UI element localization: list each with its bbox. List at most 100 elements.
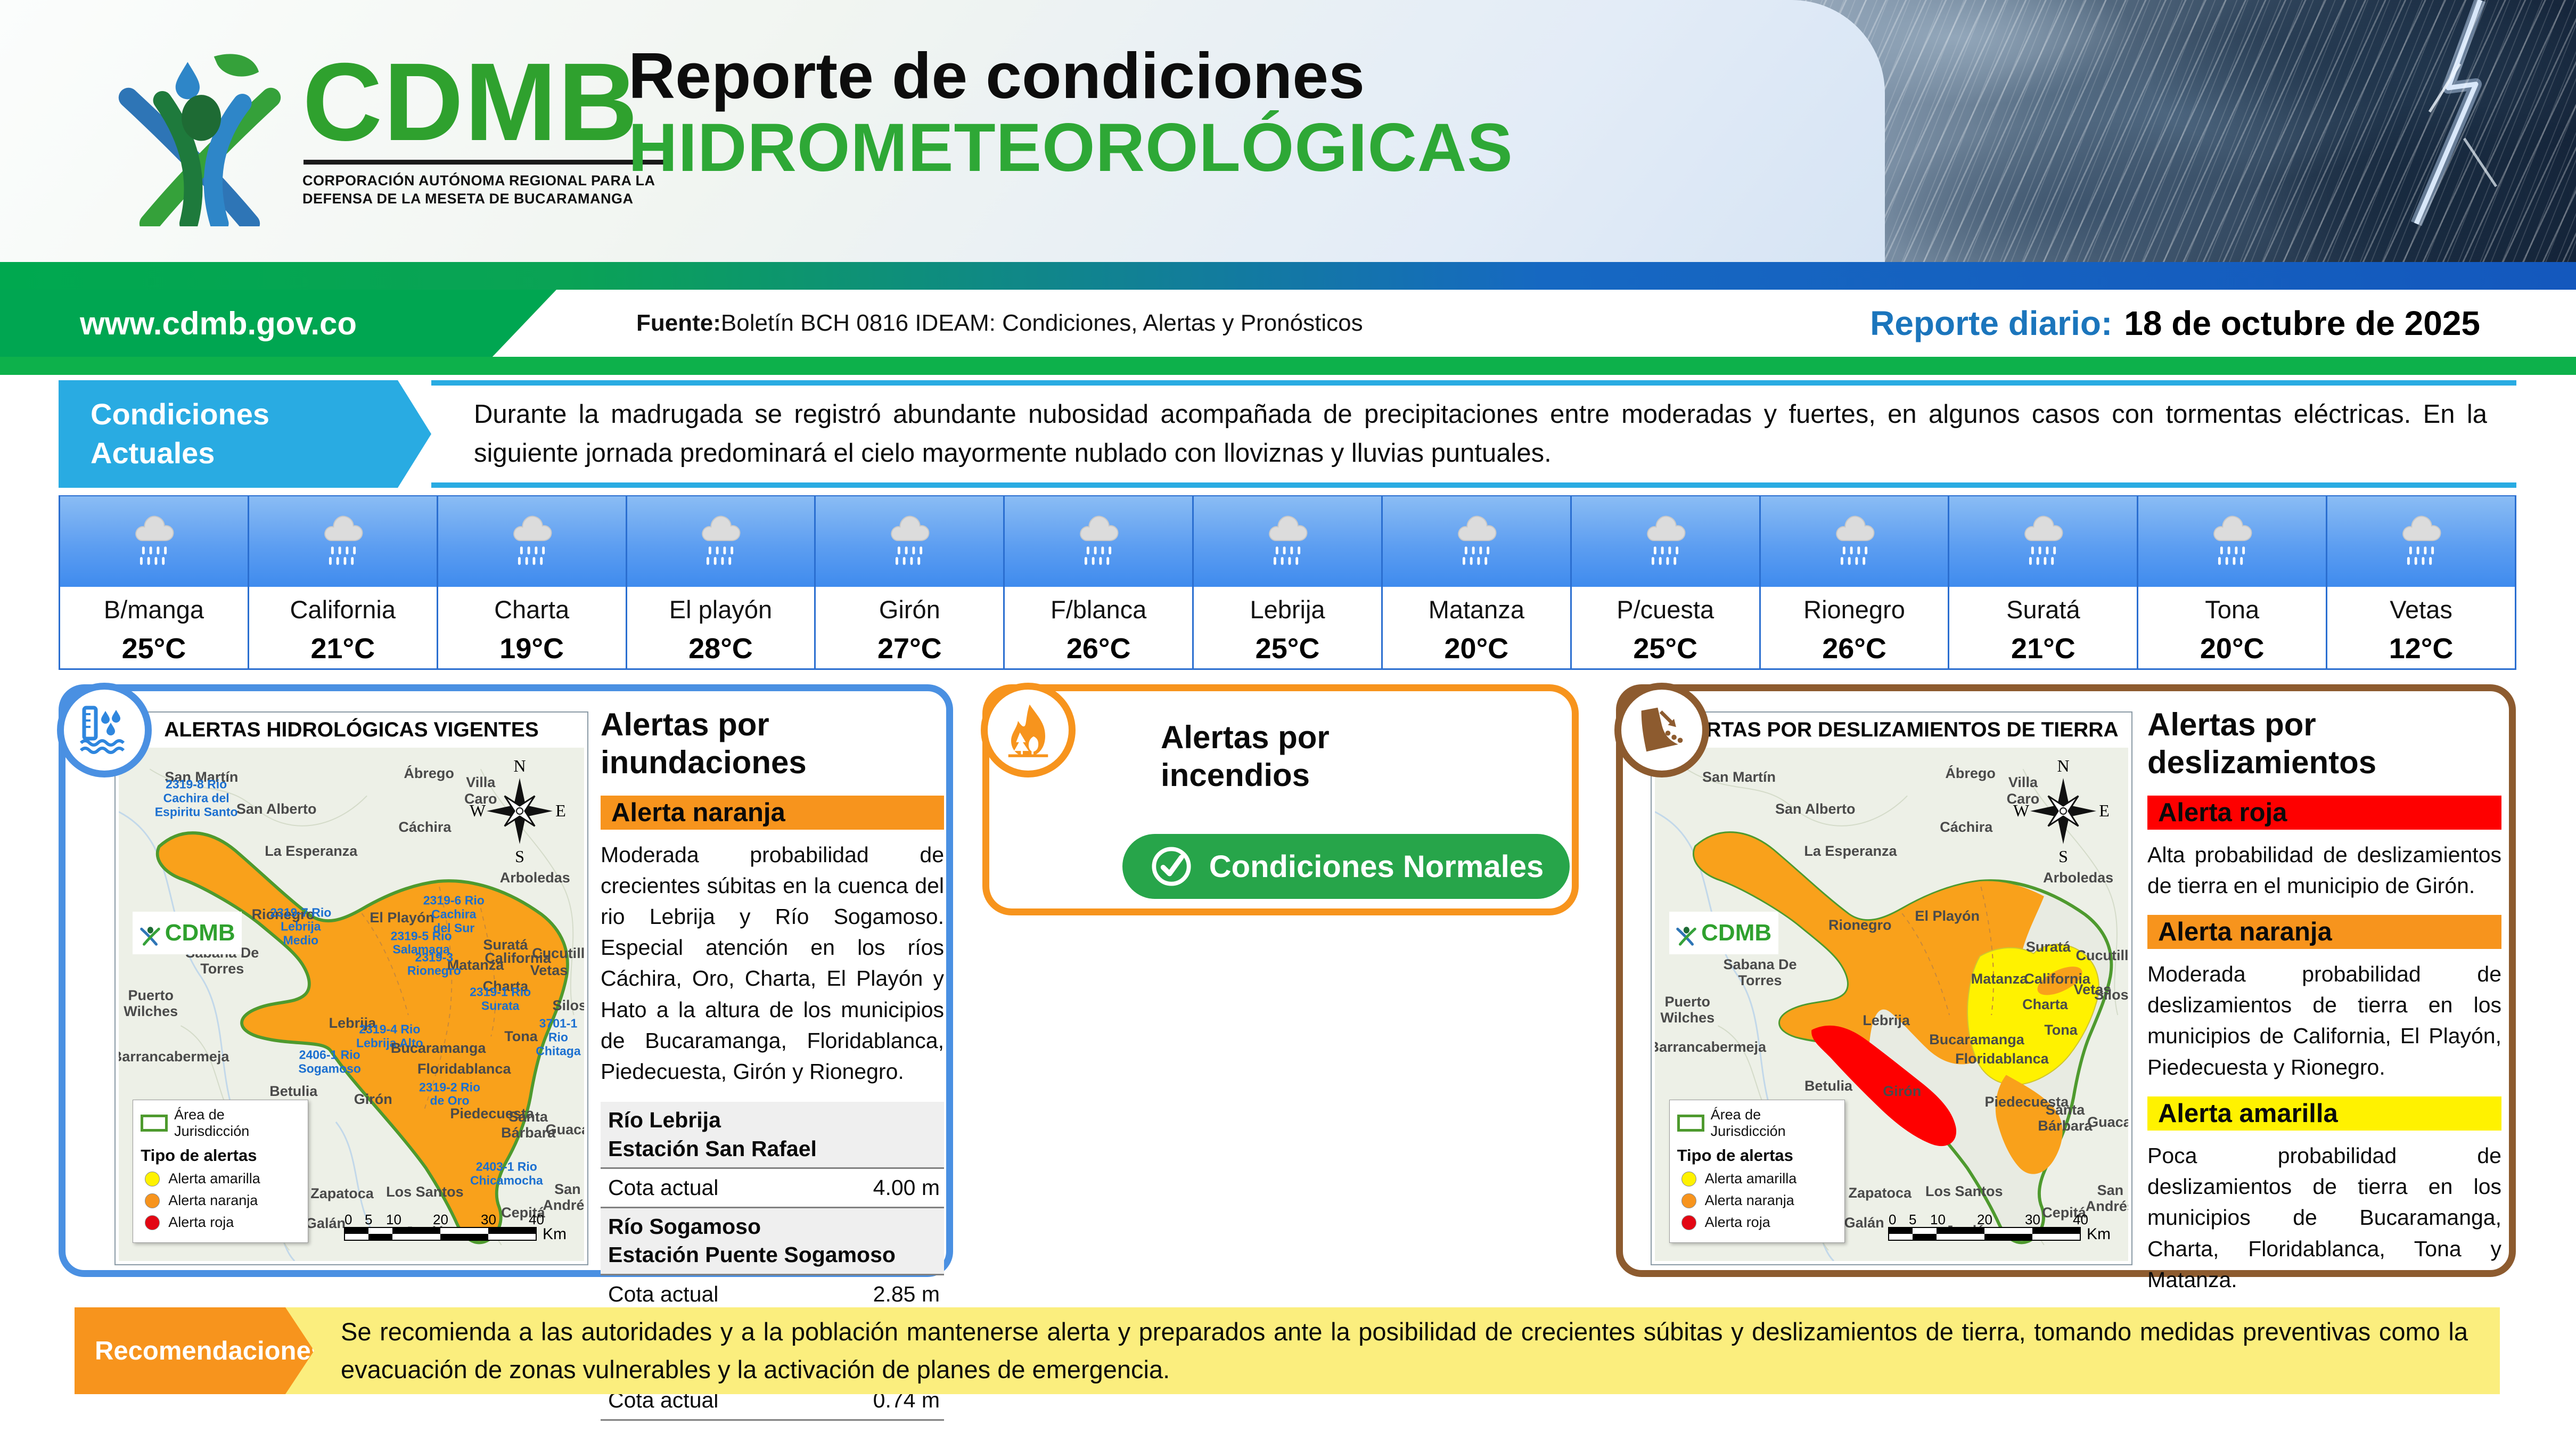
measure-label: Cota actual bbox=[608, 1175, 719, 1200]
map-place-label: Tona bbox=[2044, 1022, 2078, 1038]
map-place-label: Bucaramanga bbox=[390, 1040, 486, 1057]
compass-icon: N E S W bbox=[2013, 758, 2110, 864]
flood-map-canvas: N E S W CDMB Área de Jurisdicción Tipo d bbox=[119, 748, 584, 1261]
city-temp: 12°C bbox=[2327, 632, 2515, 668]
flood-alert-banner: Alerta naranja bbox=[601, 795, 944, 830]
flood-alert-text: Moderada probabilidad de crecientes súbi… bbox=[601, 842, 944, 1084]
legend-dot bbox=[1681, 1193, 1696, 1208]
map-place-label: Guaca bbox=[2087, 1114, 2128, 1130]
map-place-label: California bbox=[2024, 970, 2090, 987]
source-text: Boletín BCH 0816 IDEAM: Condiciones, Ale… bbox=[720, 310, 1363, 336]
logo-rule bbox=[303, 160, 671, 165]
map-place-label: Charta bbox=[482, 978, 529, 994]
water-level-icon bbox=[57, 683, 152, 777]
map-place-label: Barrancabermeja bbox=[1655, 1039, 1767, 1055]
svg-text:N: N bbox=[2057, 758, 2070, 775]
legend-item: Alerta roja bbox=[1681, 1214, 1837, 1231]
landslide-map: ALERTAS POR DESLIZAMIENTOS DE TIERRA bbox=[1651, 711, 2132, 1265]
map-place-label: Cucutilla bbox=[2075, 947, 2128, 963]
river-header: Río Sogamoso Estación Puente Sogamoso bbox=[601, 1208, 944, 1275]
page-title-line1: Reporte de condiciones bbox=[628, 39, 1365, 112]
map-place-label: San Martín bbox=[165, 769, 239, 785]
map-place-label: Betulia bbox=[269, 1083, 318, 1099]
rain-cloud-icon bbox=[249, 496, 437, 587]
weather-cell: Lebrija 25°C bbox=[1194, 496, 1383, 668]
city-temp: 21°C bbox=[249, 632, 437, 668]
svg-text:S: S bbox=[2058, 847, 2068, 864]
weather-cell: Suratá 21°C bbox=[1949, 496, 2139, 668]
svg-text:0: 0 bbox=[344, 1213, 352, 1227]
title-panel: CDMB CORPORACIÓN AUTÓNOMA REGIONAL PARA … bbox=[0, 0, 1885, 262]
legend-item: Alerta amarilla bbox=[145, 1170, 300, 1187]
rain-cloud-icon bbox=[816, 496, 1004, 587]
map-cdmb-logo: CDMB bbox=[133, 912, 242, 955]
jurisdiction-label: Área de Jurisdicción bbox=[174, 1107, 250, 1140]
legend-title: Tipo de alertas bbox=[141, 1146, 257, 1165]
current-conditions-label-line1: Condiciones bbox=[91, 397, 270, 431]
map-place-label: Vetas bbox=[2073, 981, 2112, 997]
logo-acronym: CDMB bbox=[302, 40, 639, 165]
map-place-label: Barrancabermeja bbox=[119, 1049, 229, 1065]
current-conditions-section: Condiciones Actuales Durante la madrugad… bbox=[59, 380, 2516, 488]
svg-text:W: W bbox=[2013, 801, 2030, 820]
normal-conditions-badge: Condiciones Normales bbox=[1122, 834, 1570, 899]
rain-cloud-icon bbox=[2327, 496, 2515, 587]
map-place-label: Santa Bárbara bbox=[501, 1108, 556, 1141]
normal-conditions-text: Condiciones Normales bbox=[1209, 849, 1544, 884]
svg-text:N: N bbox=[513, 758, 526, 775]
city-name: Lebrija bbox=[1194, 587, 1381, 632]
website-link[interactable]: www.cdmb.gov.co bbox=[80, 305, 357, 341]
weather-cell: California 21°C bbox=[249, 496, 438, 668]
map-river-label: 2319-4 Rio Lebrija Alto bbox=[356, 1022, 423, 1050]
map-place-label: Silos bbox=[2094, 986, 2128, 1003]
city-name: Girón bbox=[816, 587, 1004, 632]
svg-text:E: E bbox=[555, 801, 566, 820]
map-place-label: Guaca bbox=[545, 1121, 584, 1137]
weather-cell: Tona 20°C bbox=[2138, 496, 2328, 668]
city-temp: 26°C bbox=[1760, 632, 1948, 668]
map-place-label: Floridablanca bbox=[417, 1060, 511, 1077]
map-place-label: Sabana De Torres bbox=[1723, 956, 1797, 988]
city-name: California bbox=[249, 587, 437, 632]
station-name: Estación San Rafael bbox=[608, 1136, 817, 1161]
report-date-label: Reporte diario: bbox=[1870, 304, 2113, 342]
flood-map-title: ALERTAS HIDROLÓGICAS VIGENTES bbox=[116, 713, 587, 748]
map-place-label: Los Santos bbox=[386, 1184, 464, 1200]
map-place-label: Puerto Wilches bbox=[1660, 993, 1715, 1026]
map-place-label: San Andrés bbox=[543, 1181, 584, 1213]
map-place-label: Galán bbox=[305, 1215, 346, 1231]
legend-item: Alerta naranja bbox=[1681, 1192, 1837, 1209]
weather-cell: Girón 27°C bbox=[816, 496, 1005, 668]
map-place-label: Cáchira bbox=[398, 818, 452, 835]
map-place-label: El Playón bbox=[1915, 908, 1980, 924]
landslide-alert-list: Alerta roja Alta probabilidad de deslizam… bbox=[2147, 795, 2501, 1295]
map-place-label: Ábrego bbox=[1945, 765, 1996, 782]
weather-cell: Matanza 20°C bbox=[1382, 496, 1572, 668]
current-conditions-label: Condiciones Actuales bbox=[59, 380, 431, 488]
map-place-label: Rionegro bbox=[1828, 917, 1892, 934]
map-river-label: 2319-2 Rio de Oro bbox=[419, 1079, 481, 1108]
city-name: Matanza bbox=[1382, 587, 1570, 632]
svg-text:5: 5 bbox=[1909, 1213, 1916, 1227]
svg-text:Km: Km bbox=[543, 1225, 567, 1243]
legend-dot bbox=[145, 1215, 160, 1230]
city-temp: 27°C bbox=[816, 632, 1004, 668]
measure-value: 4.00 m bbox=[873, 1175, 940, 1200]
svg-text:10: 10 bbox=[1930, 1213, 1946, 1227]
map-place-label: Ábrego bbox=[404, 765, 454, 782]
map-place-label: Villa Caro bbox=[464, 774, 497, 807]
city-temp: 25°C bbox=[1571, 632, 1759, 668]
svg-text:10: 10 bbox=[386, 1213, 401, 1227]
map-place-label: La Esperanza bbox=[265, 842, 358, 859]
page-title: Reporte de condiciones HIDROMETEOROLÓGIC… bbox=[628, 42, 1800, 186]
river-header: Río Lebrija Estación San Rafael bbox=[601, 1102, 944, 1169]
landslide-map-canvas: N E S W CDMB Área de Jurisdicción Tipo d bbox=[1655, 748, 2128, 1261]
map-place-label: Los Santos bbox=[1925, 1183, 2003, 1200]
city-temp: 20°C bbox=[1382, 632, 1570, 668]
rain-cloud-icon bbox=[1571, 496, 1759, 587]
weather-cell: Vetas 12°C bbox=[2327, 496, 2516, 668]
map-scale-bar: 0 5 10 20 30 40 Km bbox=[1888, 1213, 2111, 1243]
map-place-label: San Andrés bbox=[2085, 1182, 2128, 1214]
map-place-label: Matanza bbox=[447, 956, 504, 973]
map-place-label: Matanza bbox=[1971, 970, 2028, 987]
